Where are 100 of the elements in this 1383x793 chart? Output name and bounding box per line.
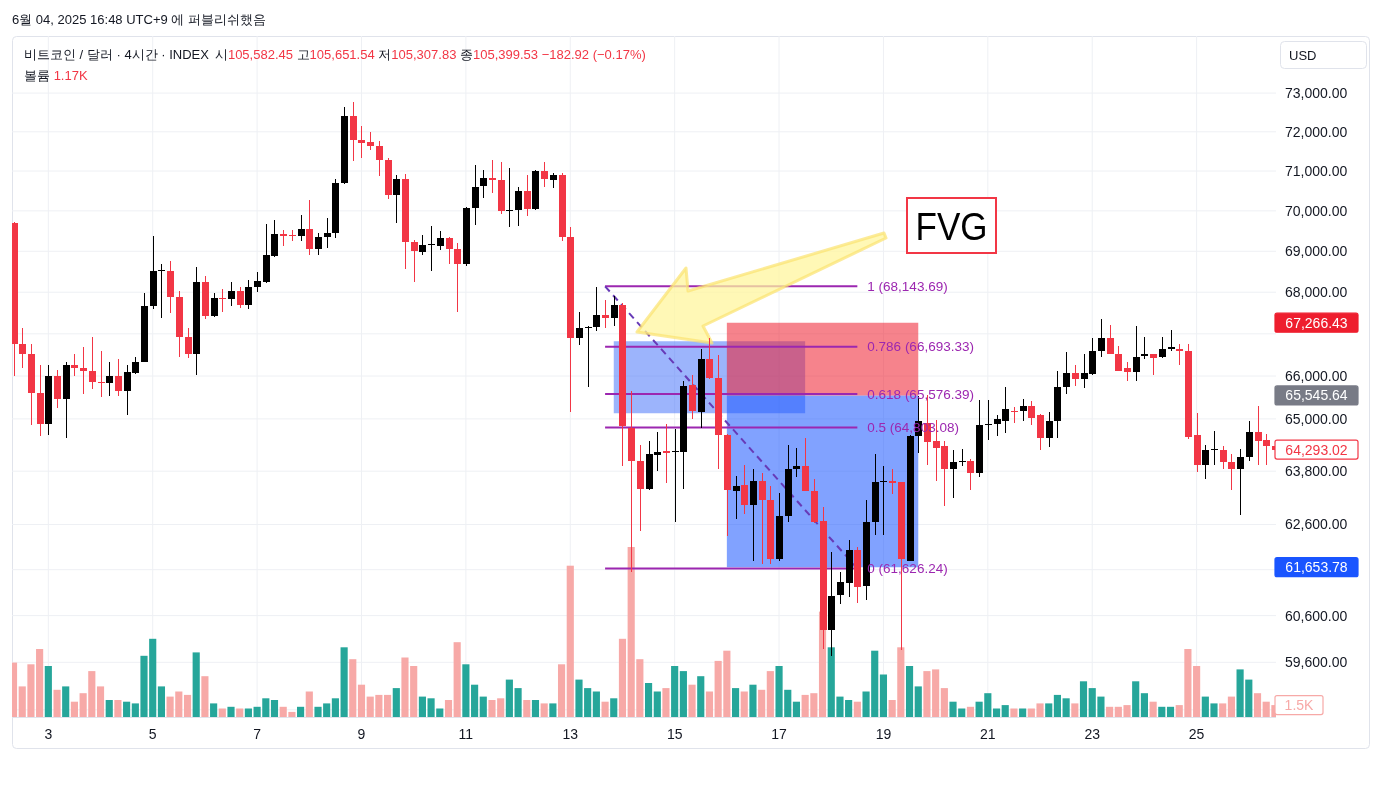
bar <box>471 684 479 717</box>
candlestick <box>1133 325 1140 382</box>
bar <box>12 662 18 717</box>
candlestick <box>306 199 313 256</box>
candlestick <box>315 232 322 256</box>
x-tick-label: 19 <box>875 726 892 742</box>
bar <box>183 694 192 717</box>
candlestick <box>593 286 600 332</box>
bar <box>566 565 574 717</box>
annotation: 볼륨 1.17K <box>24 67 88 83</box>
series-label: 1 (68,143.69) <box>867 278 948 294</box>
y-tick-label: 69,000.00 <box>1285 243 1348 260</box>
candlestick <box>350 101 357 162</box>
candlestick <box>245 279 252 310</box>
candlestick <box>1211 430 1218 466</box>
candlestick <box>515 186 522 227</box>
x-tick-label: 15 <box>666 726 683 742</box>
bar <box>853 701 861 717</box>
x-tick-label: 25 <box>1188 726 1205 742</box>
bar <box>105 700 113 717</box>
bar <box>192 652 200 717</box>
y-tick-label: 70,000.00 <box>1285 202 1348 219</box>
bar <box>44 666 52 717</box>
bar <box>1140 693 1148 717</box>
candlestick <box>959 448 966 467</box>
x-tick-label: 7 <box>253 726 262 742</box>
candlestick <box>1168 329 1175 352</box>
bar <box>1019 708 1027 717</box>
y-tick-label: 71,000.00 <box>1285 163 1348 180</box>
y-tick-label: 62,600.00 <box>1285 516 1348 533</box>
candlestick <box>506 167 513 228</box>
bar <box>384 694 392 717</box>
bar <box>1227 696 1235 717</box>
candlestick <box>733 475 740 520</box>
candlestick <box>19 327 26 369</box>
candlestick <box>237 286 244 309</box>
candlestick <box>706 337 713 380</box>
candlestick <box>1020 398 1027 422</box>
candlestick <box>454 242 461 313</box>
candlestick <box>106 361 113 397</box>
x-tick-label: 3 <box>44 726 53 742</box>
candlestick <box>1046 411 1053 448</box>
candlestick <box>324 217 331 249</box>
candlestick <box>411 239 418 283</box>
candlestick <box>663 423 670 484</box>
bar <box>1071 703 1079 717</box>
bar <box>662 688 670 717</box>
bar <box>157 686 166 717</box>
bar <box>297 706 305 717</box>
x-tick-label: 11 <box>458 726 474 742</box>
candlestick <box>741 464 748 515</box>
bar <box>749 684 757 717</box>
bar <box>114 700 122 717</box>
candlestick <box>254 271 261 293</box>
candlestick <box>472 164 479 226</box>
x-tick-label: 5 <box>148 726 157 742</box>
candlestick <box>1072 364 1079 387</box>
candlestick <box>524 174 531 217</box>
bar <box>1158 706 1166 717</box>
bar <box>1010 708 1018 717</box>
candlestick <box>228 281 235 307</box>
text: 61,653.78 <box>1285 559 1348 576</box>
candlestick <box>376 140 383 177</box>
y-tick-label: 65,000.00 <box>1285 410 1348 427</box>
candlestick <box>1220 445 1227 470</box>
bar <box>96 686 105 717</box>
candlestick <box>289 229 296 242</box>
bar <box>210 703 218 717</box>
bar <box>70 701 78 717</box>
bar <box>549 703 557 717</box>
y-tick-label: 60,600.00 <box>1285 607 1348 624</box>
bar <box>53 689 61 717</box>
candlestick <box>1063 351 1070 395</box>
bar <box>1149 701 1157 717</box>
candlestick <box>89 336 96 390</box>
candlestick <box>1202 444 1209 480</box>
bar <box>331 698 339 717</box>
candlestick <box>185 327 192 359</box>
candlestick <box>1141 336 1148 360</box>
candlestick <box>1228 453 1235 491</box>
candlestick <box>1150 353 1157 376</box>
x-tick-label: 9 <box>357 726 366 742</box>
bar <box>62 686 70 717</box>
text: 64,293.02 <box>1285 441 1348 458</box>
bar <box>905 666 914 717</box>
bar <box>453 642 461 717</box>
bar <box>688 684 696 717</box>
bar <box>966 706 975 717</box>
candlestick <box>602 299 609 329</box>
candlestick <box>750 468 757 562</box>
bar <box>557 664 566 717</box>
text: 비트코인 / 달러 · 4시간 · INDEX <box>24 46 210 62</box>
bar <box>531 700 540 717</box>
series-label: 0.5 (64,803.08) <box>867 419 959 435</box>
bar <box>505 679 513 717</box>
bar <box>201 676 209 717</box>
candlestick <box>793 447 800 478</box>
bar <box>1053 694 1061 717</box>
candlestick <box>889 468 896 495</box>
candlestick <box>54 369 61 409</box>
